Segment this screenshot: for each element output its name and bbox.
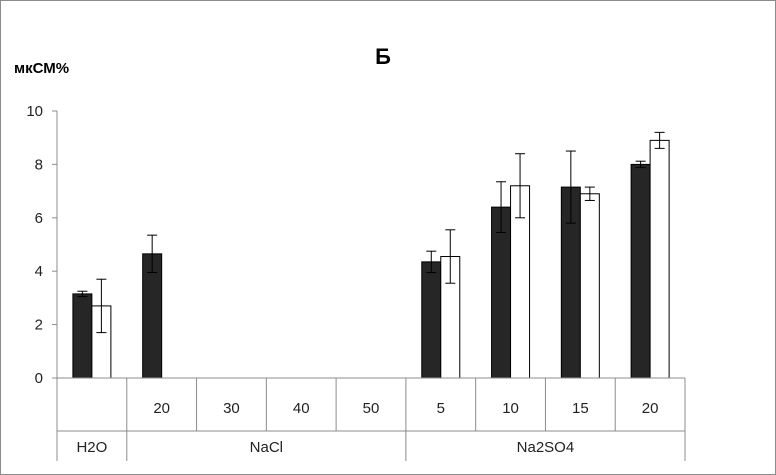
x-group-label: NaCl	[250, 439, 283, 456]
y-tick-label: 0	[35, 370, 43, 387]
x-category-label: 15	[572, 400, 589, 417]
y-axis-unit-label: мкСМ%	[14, 60, 69, 77]
x-group-label: H2O	[76, 439, 107, 456]
bar	[421, 261, 442, 379]
x-category-label: 40	[293, 400, 310, 417]
bar	[579, 193, 600, 379]
x-category-label: 10	[502, 400, 519, 417]
y-tick-label: 4	[35, 263, 43, 280]
chart-title: Б	[375, 44, 391, 69]
x-category-label: 5	[437, 400, 445, 417]
y-tick-label: 8	[35, 156, 43, 173]
y-tick-label: 10	[26, 103, 43, 120]
bars-layer	[72, 131, 670, 379]
x-category-label: 20	[153, 400, 170, 417]
bar	[72, 293, 93, 379]
bar	[630, 163, 651, 379]
x-group-label: Na2SO4	[517, 439, 575, 456]
y-tick-label: 2	[35, 317, 43, 334]
y-tick-label: 6	[35, 210, 43, 227]
x-category-label: 30	[223, 400, 240, 417]
x-category-label: 20	[642, 400, 659, 417]
bar	[649, 139, 670, 379]
x-category-label: 50	[363, 400, 380, 417]
axis-layer: 0 2 4 6 8 10 20 30 40 50 5 10 15 20 H2O NaCl Na2SO4	[26, 103, 686, 461]
